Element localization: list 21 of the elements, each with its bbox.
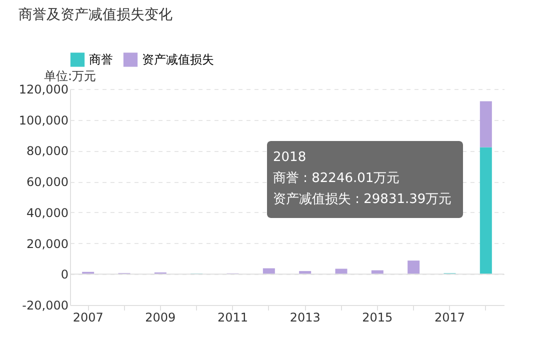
- y-tick-label: 40,000: [26, 206, 68, 220]
- y-tick-label: 20,000: [26, 236, 68, 251]
- x-tick-label: 2017: [434, 310, 466, 324]
- annotation: 商誉 : 82246.01万元: [273, 171, 400, 186]
- y-tick-label: 80,000: [26, 144, 68, 158]
- chart-title: 商誉及资产减值损失变化: [18, 7, 172, 23]
- x-tick-label: 2011: [217, 310, 248, 324]
- y-tick-label: -20,000: [22, 298, 68, 312]
- legend-label: 商誉: [89, 52, 113, 67]
- y-tick-label: 100,000: [18, 113, 68, 128]
- y-axis-title: 单位:万元: [44, 69, 96, 83]
- y-tick-label: 120,000: [18, 82, 68, 96]
- legend-label: 资产减值损失: [142, 52, 214, 67]
- x-tick-label: 2015: [362, 310, 393, 324]
- x-tick-label: 2007: [72, 310, 104, 324]
- y-tick-label: 0: [60, 268, 68, 282]
- x-tick-label: 2013: [290, 310, 320, 324]
- y-tick-label: 60,000: [26, 175, 68, 190]
- x-tick-label: 2009: [145, 310, 176, 324]
- annotation: 资产减值损失 : 29831.39万元: [273, 192, 452, 207]
- annotation: 2018: [273, 150, 306, 165]
